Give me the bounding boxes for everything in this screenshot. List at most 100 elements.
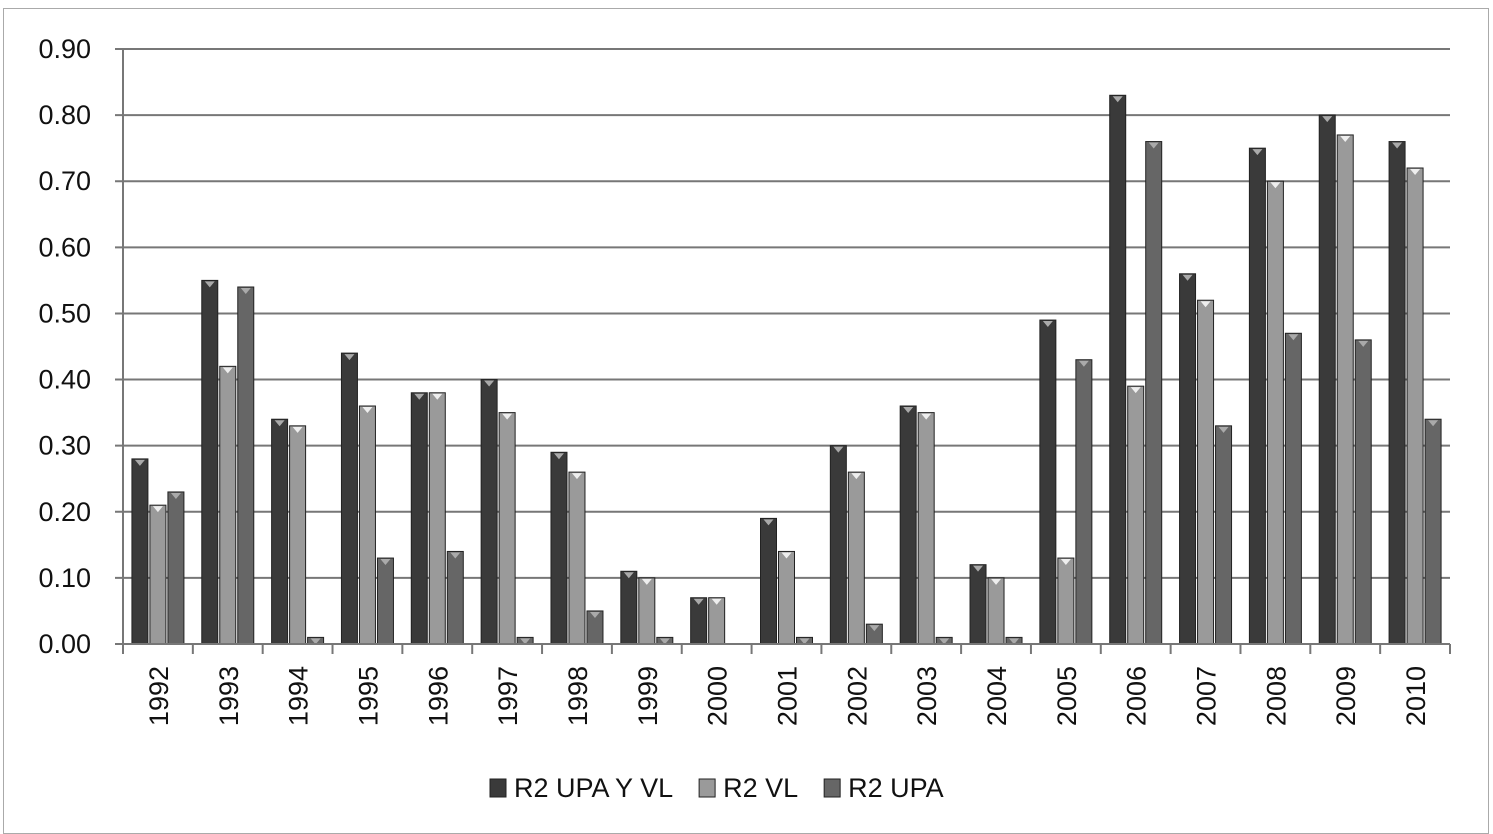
bar-cap (1218, 426, 1229, 433)
bar-cap (711, 598, 722, 605)
x-tick-label: 2001 (773, 666, 803, 726)
bar-r2-upa-y-vl (1179, 273, 1197, 645)
bar-r2-upa-y-vl (271, 418, 289, 645)
bar-r2-upa-y-vl (340, 352, 358, 645)
bar-cap (450, 552, 461, 559)
bar-cap (152, 506, 163, 513)
bar-cap (869, 625, 880, 632)
bar-r2-upa-y-vl (1388, 141, 1406, 645)
bar-cap (991, 578, 1002, 585)
bar-cap (1340, 135, 1351, 142)
bar-r2-upa-y-vl (1318, 114, 1336, 645)
y-tick-label: 0.10 (38, 563, 91, 593)
bar-cap (274, 420, 285, 427)
bar-r2-vl (987, 577, 1005, 645)
legend-swatch (489, 778, 507, 798)
bar-cap (1252, 149, 1263, 156)
bar-r2-vl (149, 504, 167, 645)
y-tick-label: 0.80 (38, 100, 91, 130)
y-tick-label: 0.90 (38, 34, 91, 64)
x-tick-label: 1995 (353, 666, 383, 726)
x-tick-label: 2002 (842, 666, 872, 726)
bar-r2-vl (358, 405, 376, 645)
bar-cap (484, 380, 495, 387)
bar-r2-upa (167, 491, 185, 645)
bar-r2-upa-y-vl (620, 570, 638, 645)
x-tick-label: 2004 (982, 666, 1012, 726)
bar-cap (903, 407, 914, 413)
bar-cap (921, 413, 932, 420)
y-tick-label: 0.50 (38, 298, 91, 328)
x-tick-label: 2003 (912, 666, 942, 726)
bar-r2-upa-y-vl (1248, 147, 1266, 645)
bar-r2-vl (1266, 180, 1284, 645)
bar-r2-upa-y-vl (410, 392, 428, 645)
bar-cap (1428, 420, 1439, 427)
bar-r2-vl (498, 412, 516, 645)
bar-cap (799, 638, 810, 645)
bar-cap (502, 413, 513, 420)
bar-cap (520, 638, 531, 645)
bar-cap (432, 393, 443, 400)
bar-cap (170, 492, 181, 499)
bar-cap (1009, 638, 1020, 645)
bar-r2-upa-y-vl (899, 405, 917, 645)
y-tick-label: 0.70 (38, 166, 91, 196)
bar-r2-upa-y-vl (829, 445, 847, 645)
bar-cap (1130, 387, 1141, 394)
bar-r2-vl (1057, 557, 1075, 645)
bar-cap (939, 638, 950, 645)
bar-cap (1322, 116, 1333, 123)
bar-r2-upa (1075, 359, 1093, 645)
bar-cap (1060, 559, 1071, 566)
x-tick-label: 2008 (1261, 666, 1291, 726)
y-tick-label: 0.30 (38, 431, 91, 461)
bar-r2-upa (1424, 418, 1442, 645)
bar-cap (1410, 169, 1421, 175)
bar-r2-upa (446, 550, 464, 645)
bar-r2-upa-y-vl (131, 458, 149, 645)
x-tick-label: 1999 (633, 666, 663, 726)
bar-cap (763, 519, 774, 526)
bar-cap (553, 453, 564, 460)
bar-r2-upa (1284, 332, 1302, 645)
x-tick-label: 2006 (1122, 666, 1152, 726)
bar-cap (1078, 360, 1089, 367)
bar-r2-vl (1127, 385, 1145, 645)
bar-r2-vl (917, 412, 935, 645)
y-tick-label: 0.40 (38, 365, 91, 395)
bar-cap (240, 288, 251, 294)
bar-cap (641, 578, 652, 585)
x-tick-label: 1992 (144, 666, 174, 726)
y-tick-label: 0.00 (38, 629, 91, 659)
y-tick-label: 0.20 (38, 497, 91, 527)
bar-r2-vl (847, 471, 865, 645)
x-tick-label: 1996 (423, 666, 453, 726)
legend-swatch (823, 778, 841, 798)
bar-cap (1288, 334, 1299, 341)
bar-cap (851, 473, 862, 480)
bar-cap (833, 446, 844, 453)
bar-r2-vl (638, 577, 656, 645)
bar-r2-upa (1145, 141, 1163, 645)
bar-r2-vl (778, 550, 795, 645)
bar-r2-vl (428, 392, 446, 645)
x-tick-label: 1998 (563, 666, 593, 726)
bar-cap (1270, 182, 1281, 189)
x-tick-label: 1997 (493, 666, 523, 726)
bar-cap (623, 572, 634, 579)
bar-r2-vl (219, 365, 237, 645)
bar-cap (310, 638, 321, 645)
bar-r2-vl (1406, 167, 1424, 645)
bar-r2-upa (376, 557, 394, 645)
bar-cap (659, 638, 670, 645)
bar-r2-upa (1354, 339, 1372, 645)
bar-cap (1148, 142, 1159, 149)
bar-r2-upa (237, 286, 255, 645)
bar-cap (380, 559, 391, 566)
bar-r2-vl (568, 471, 586, 645)
bar-cap (973, 565, 984, 572)
bar-r2-upa-y-vl (550, 451, 568, 645)
